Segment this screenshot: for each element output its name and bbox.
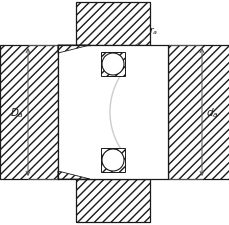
Bar [101, 53, 124, 77]
Bar [0, 46, 58, 179]
Bar [76, 179, 149, 222]
Bar [76, 3, 149, 46]
Polygon shape [58, 46, 90, 54]
Circle shape [101, 54, 123, 76]
Polygon shape [58, 171, 90, 179]
Circle shape [101, 149, 123, 171]
Bar [167, 46, 229, 179]
Bar [101, 148, 124, 172]
Text: $d_a$: $d_a$ [205, 106, 218, 119]
Bar [58, 46, 167, 179]
Text: $r_a$: $r_a$ [148, 25, 158, 37]
Text: $D_a$: $D_a$ [10, 106, 24, 119]
